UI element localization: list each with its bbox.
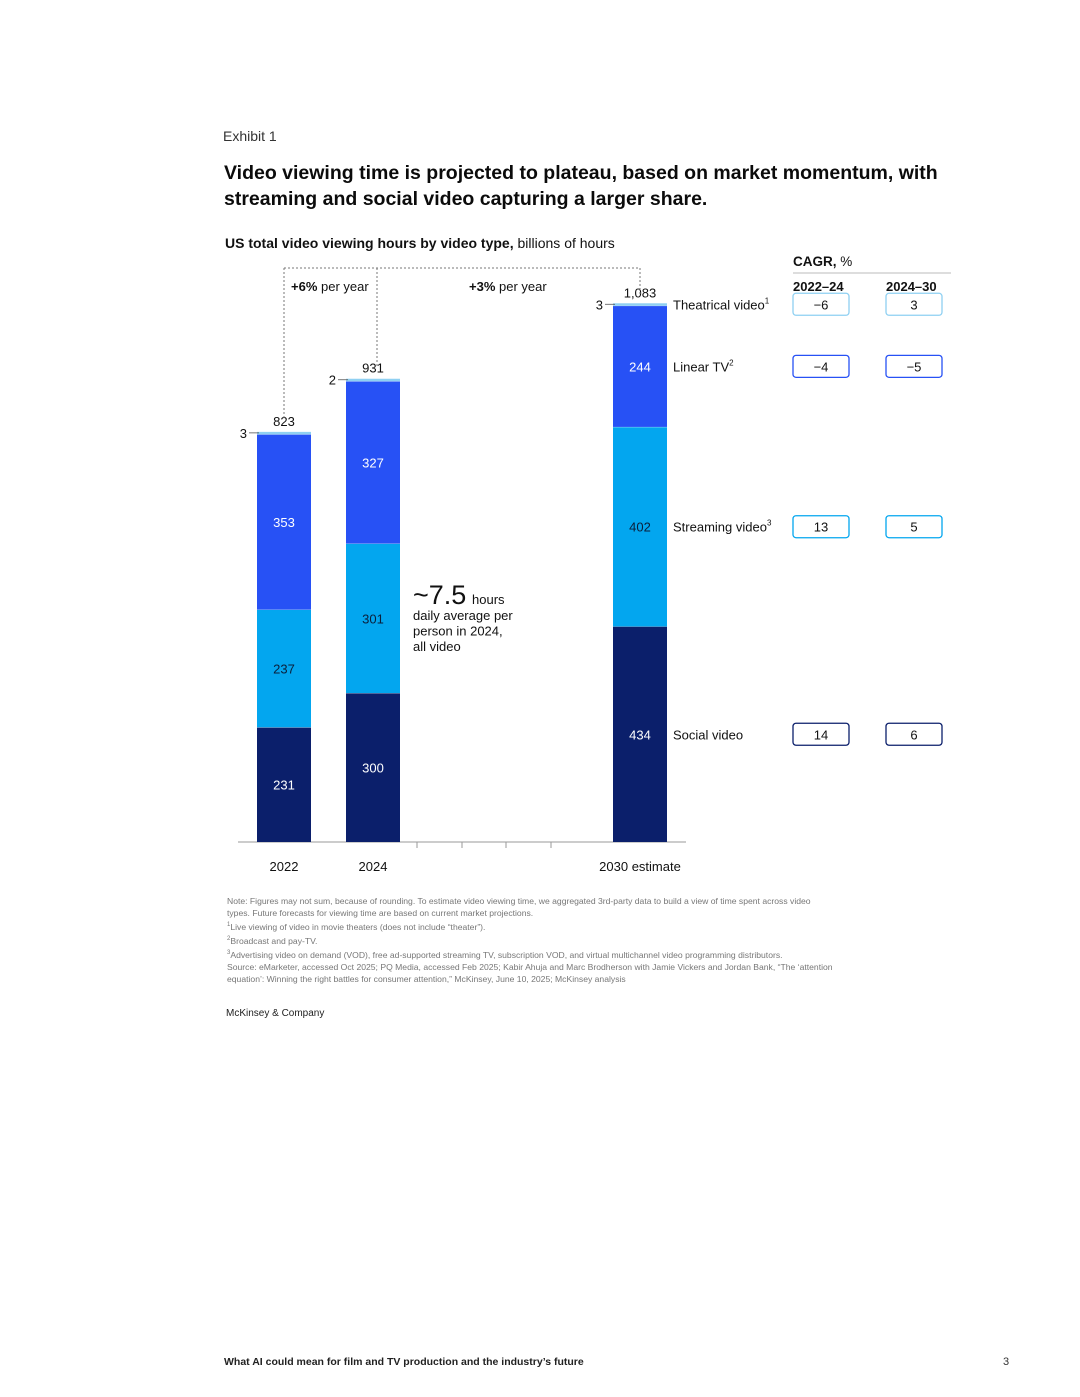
bar-2030-streaming-video bbox=[613, 426, 667, 627]
cagr-box-2024-30 bbox=[885, 354, 943, 379]
callout-value: ~7.5 bbox=[413, 580, 466, 610]
cagr-value: −6 bbox=[814, 297, 829, 312]
bar-2022-theatrical-video bbox=[257, 431, 311, 435]
page-number: 3 bbox=[1003, 1356, 1010, 1368]
bar-value-label: 301 bbox=[362, 611, 384, 626]
bar-2030-theatrical-video bbox=[613, 303, 667, 306]
callout-line: daily average per bbox=[413, 608, 513, 623]
cagr-box-2024-30 bbox=[885, 292, 943, 316]
cagr-value: −4 bbox=[814, 359, 829, 374]
bar-value-label: 353 bbox=[273, 515, 295, 530]
bar-2022-streaming-video bbox=[257, 609, 311, 728]
series-label-streaming-video: Streaming video3 bbox=[673, 519, 772, 535]
chart-title: Video viewing time is projected to plate… bbox=[224, 162, 938, 210]
x-tick-label: 2030 estimate bbox=[599, 859, 681, 874]
footnote-1: 1Live viewing of video in movie theaters… bbox=[227, 921, 486, 932]
growth-label-2024-2030: +3% per year bbox=[469, 279, 547, 294]
cagr-header-title: CAGR, % bbox=[793, 254, 852, 269]
subtitle-bold: US total video viewing hours by video ty… bbox=[225, 235, 514, 251]
cagr-box-2022-24 bbox=[792, 722, 850, 746]
footer-title: What AI could mean for film and TV produ… bbox=[224, 1356, 584, 1368]
series-label-linear-tv: Linear TV2 bbox=[673, 358, 734, 374]
stacked-bar-chart: 2312373532022823330030132720249312434402… bbox=[238, 254, 951, 874]
bar-value-label: 434 bbox=[629, 727, 651, 742]
note-line: types. Future forecasts for viewing time… bbox=[227, 908, 534, 918]
x-tick-label: 2022 bbox=[270, 859, 299, 874]
callout-line: all video bbox=[413, 639, 461, 654]
cagr-value: 5 bbox=[910, 520, 917, 535]
cagr-box-2022-24 bbox=[792, 292, 850, 316]
exhibit-label: Exhibit 1 bbox=[223, 128, 277, 144]
callout-unit: hours bbox=[472, 592, 505, 607]
footnote-3: 3Advertising video on demand (VOD), free… bbox=[227, 949, 783, 960]
cagr-value: 3 bbox=[910, 297, 917, 312]
bar-value-label: 327 bbox=[362, 455, 384, 470]
theatrical-value-label: 3 bbox=[240, 426, 247, 441]
bar-2024-social-video bbox=[346, 693, 400, 842]
bar-2022-social-video bbox=[257, 727, 311, 842]
bar-value-label: 244 bbox=[629, 359, 651, 374]
bar-2030-social-video bbox=[613, 626, 667, 842]
series-label-social-video: Social video bbox=[673, 727, 743, 742]
bar-2024-theatrical-video bbox=[346, 378, 400, 382]
series-label-theatrical-video: Theatrical video1 bbox=[673, 296, 770, 312]
bar-2024-streaming-video bbox=[346, 543, 400, 694]
subtitle-units: billions of hours bbox=[513, 235, 615, 251]
cagr-box-2024-30 bbox=[885, 515, 943, 539]
cagr-col-2022-24: 2022–24 bbox=[793, 279, 844, 294]
source-line: equation’: Winning the right battles for… bbox=[227, 973, 626, 984]
brand-logo-text: McKinsey & Company bbox=[226, 1008, 325, 1019]
bar-value-label: 300 bbox=[362, 761, 384, 776]
bar-value-label: 231 bbox=[273, 778, 295, 793]
cagr-value: 13 bbox=[814, 520, 828, 535]
cagr-value: −5 bbox=[907, 359, 922, 374]
cagr-box-2024-30 bbox=[885, 722, 943, 746]
cagr-box-2022-24 bbox=[792, 354, 850, 379]
footnote-2: 2Broadcast and pay-TV. bbox=[227, 935, 318, 946]
bar-2022-linear-tv bbox=[257, 434, 311, 610]
theatrical-value-label: 2 bbox=[329, 373, 336, 388]
bar-value-label: 402 bbox=[629, 520, 651, 535]
notes-block: Note: Figures may not sum, because of ro… bbox=[227, 895, 957, 985]
callout-line: person in 2024, bbox=[413, 624, 503, 639]
cagr-value: 6 bbox=[910, 727, 917, 742]
cagr-col-2024-30: 2024–30 bbox=[886, 279, 937, 294]
cagr-value: 14 bbox=[814, 727, 828, 742]
source-line: Source: eMarketer, accessed Oct 2025; PQ… bbox=[227, 961, 833, 972]
chart-subtitle: US total video viewing hours by video ty… bbox=[225, 235, 615, 251]
x-tick-label: 2024 bbox=[359, 859, 388, 874]
bar-value-label: 237 bbox=[273, 661, 295, 676]
bar-2024-linear-tv bbox=[346, 381, 400, 544]
cagr-box-2022-24 bbox=[792, 515, 850, 539]
note-line: Note: Figures may not sum, because of ro… bbox=[227, 896, 811, 906]
bar-total-label: 931 bbox=[362, 361, 384, 376]
theatrical-value-label: 3 bbox=[596, 297, 603, 312]
growth-label-2022-2024: +6% per year bbox=[291, 279, 369, 294]
bar-2030-linear-tv bbox=[613, 305, 667, 427]
bar-total-label: 823 bbox=[273, 414, 295, 429]
